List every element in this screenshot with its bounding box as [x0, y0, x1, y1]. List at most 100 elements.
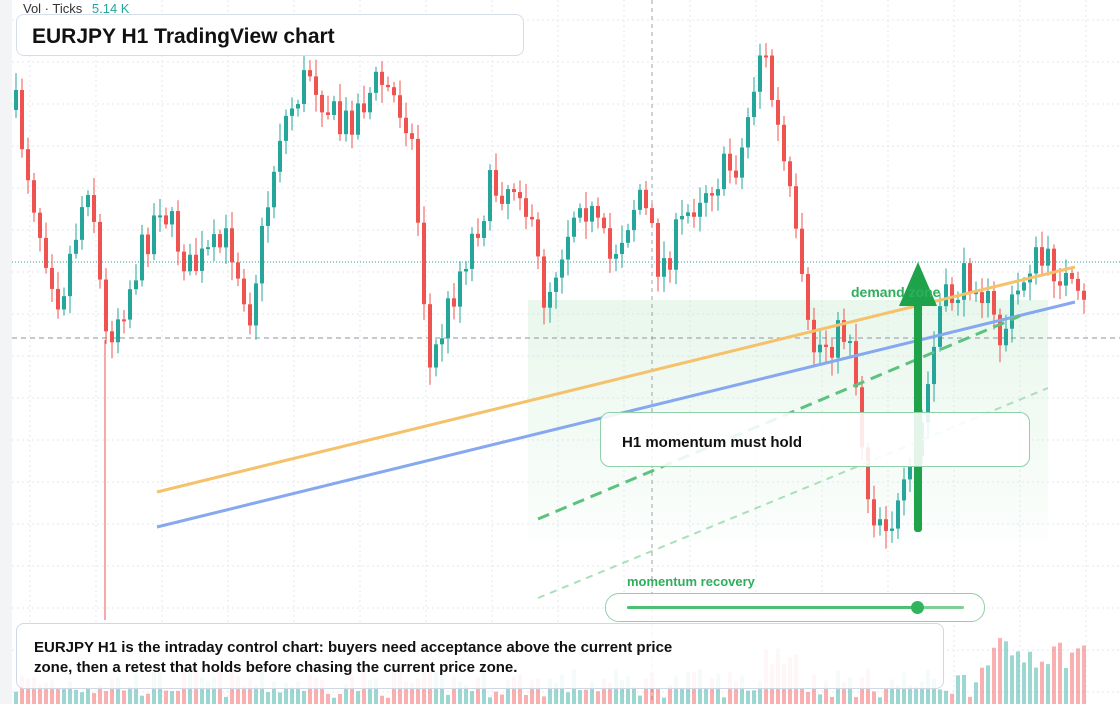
candle-body [980, 292, 984, 304]
candle-body [818, 344, 822, 353]
volume-bar [1064, 667, 1068, 704]
left-edge-strip [0, 0, 12, 704]
volume-bar [1076, 648, 1080, 704]
volume-bar [290, 687, 294, 704]
momentum-hold-text: H1 momentum must hold [622, 434, 803, 451]
candle-body [782, 124, 786, 162]
candle-body [926, 384, 930, 423]
candle-body [740, 147, 744, 178]
candle-body [470, 233, 474, 269]
volume-bar [272, 681, 276, 704]
candle-body [80, 207, 84, 240]
volume-bar [620, 679, 624, 704]
volume-bar [590, 681, 594, 704]
candle-body [536, 219, 540, 257]
momentum-knob[interactable] [910, 601, 924, 614]
volume-bar [974, 682, 978, 704]
volume-bar [206, 681, 210, 704]
candle-body [644, 189, 648, 209]
candle-body [854, 341, 858, 388]
candle-body [464, 268, 468, 272]
candle-body [668, 258, 672, 270]
volume-bar [842, 681, 846, 704]
candle-body [488, 170, 492, 222]
volume-bar [458, 681, 462, 704]
candle-body [692, 212, 696, 217]
candle-body [434, 344, 438, 368]
candle-body [428, 304, 432, 368]
candle-body [938, 306, 942, 347]
volume-bar [560, 674, 564, 704]
candle-body [326, 112, 330, 115]
volume-bar [302, 690, 306, 704]
volume-bar [812, 674, 816, 704]
volume-bar [758, 680, 762, 704]
green-dashed-trendline[interactable] [537, 314, 1021, 521]
candle-body [1058, 281, 1062, 286]
volume-bar [800, 688, 804, 704]
volume-bar [554, 682, 558, 704]
candle-body [122, 319, 126, 322]
candle-body [824, 344, 828, 347]
volume-bar [32, 676, 36, 704]
volume-bar [86, 687, 90, 704]
candle-body [20, 90, 24, 150]
candle-body [506, 189, 510, 204]
candle-body [302, 70, 306, 105]
volume-bar [308, 674, 312, 704]
volume-bar [896, 685, 900, 704]
candle-body [1064, 273, 1068, 286]
volume-bar [518, 674, 522, 704]
volume-bar [878, 697, 882, 704]
candle-body [872, 499, 876, 526]
candle-body [380, 71, 384, 85]
candle-body [1040, 247, 1044, 266]
candle-body [104, 279, 108, 332]
candle-body [272, 171, 276, 208]
candle-body [74, 239, 78, 254]
candle-body [674, 219, 678, 270]
candle-body [146, 234, 150, 255]
candle-body [578, 208, 582, 218]
volume-bar [536, 679, 540, 704]
candle-body [584, 208, 588, 222]
volume-bar [1082, 645, 1086, 704]
candle-body [932, 346, 936, 385]
candle-body [638, 189, 642, 210]
volume-bar [416, 679, 420, 704]
candle-body [1082, 290, 1086, 300]
volume-bar [998, 638, 1002, 704]
candle-body [950, 284, 954, 303]
candle-body [446, 298, 450, 339]
candle-body [140, 234, 144, 281]
candle-body [1076, 278, 1080, 291]
volume-bar [644, 678, 648, 704]
volume-bar [938, 689, 942, 704]
candle-body [1070, 273, 1074, 279]
candle-body [764, 55, 768, 58]
candle-body [548, 291, 552, 308]
volume-bar [38, 683, 42, 704]
volume-bar [932, 678, 936, 704]
volume-bar [752, 690, 756, 704]
volume-bar [914, 686, 918, 704]
candle-body [260, 225, 264, 284]
candle-body [284, 115, 288, 141]
momentum-recovery-slider[interactable] [605, 593, 985, 622]
momentum-track [627, 601, 964, 614]
volume-bar [62, 689, 66, 704]
volume-bar [722, 697, 726, 704]
candle-body [590, 205, 594, 222]
volume-bar [368, 679, 372, 704]
volume-bar [14, 691, 18, 704]
candle-body [230, 228, 234, 263]
candle-body [794, 186, 798, 229]
candle-body [182, 251, 186, 272]
volume-bar [1016, 651, 1020, 704]
volume-bar [950, 693, 954, 704]
candle-body [398, 95, 402, 118]
candle-body [908, 465, 912, 480]
chart-caption: EURJPY H1 is the intraday control chart:… [34, 639, 673, 676]
volume-bar [266, 692, 270, 704]
volume-bar [584, 689, 588, 704]
